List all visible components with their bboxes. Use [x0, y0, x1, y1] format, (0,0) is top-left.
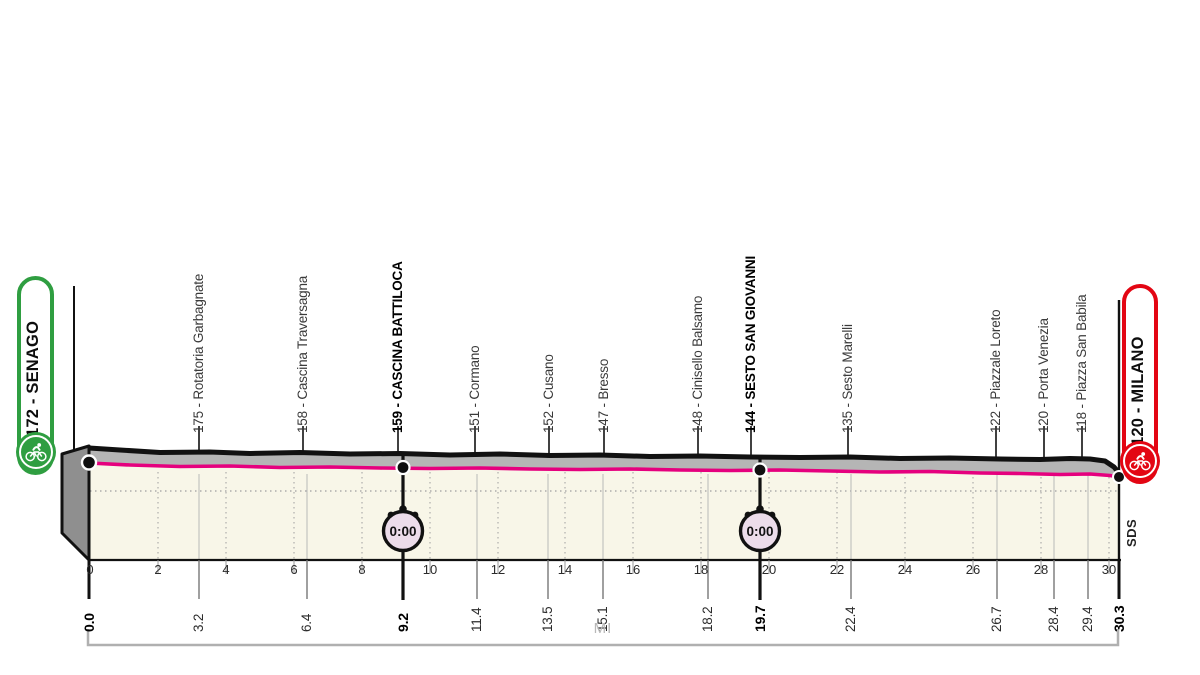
- waypoint-label: 158 - Cascina Traversagna: [295, 275, 310, 433]
- waypoint-label: 152 - Cusano: [541, 354, 556, 433]
- axis-ticks: [157, 560, 1110, 574]
- stopwatch-icon: 0:00: [381, 505, 425, 553]
- stopwatch-icon: 0:00: [738, 505, 782, 553]
- profile-3d-side: [60, 444, 91, 562]
- cyclist-icon: [24, 443, 47, 462]
- plot-area-fill: [89, 463, 1119, 560]
- cyclist-icon: [1129, 452, 1151, 471]
- waypoint-top-ticks: [198, 426, 1083, 458]
- axis-tick-label: 2: [154, 562, 162, 577]
- waypoint-km-label: 9.2: [395, 613, 411, 632]
- waypoint-label: 159 - CASCINA BATTILOCA: [390, 261, 405, 433]
- waypoint-km-label: 6.4: [299, 613, 314, 632]
- finish-city-label: 120 - MILANO: [1129, 336, 1147, 446]
- waypoint-axis-lines: [198, 560, 1089, 599]
- pink-profile-line: [87, 461, 1121, 479]
- waypoint-km-label: 19.7: [752, 605, 768, 632]
- timing-brand-label: SDS: [1124, 518, 1139, 547]
- waypoint-km-label: 0.0: [81, 613, 97, 632]
- waypoint-label: 118 - Piazza San Babila: [1074, 294, 1089, 434]
- waypoint-label: 122 - Piazzale Loreto: [988, 309, 1003, 433]
- axis-tick-label: 6: [290, 562, 298, 577]
- waypoint-label: 135 - Sesto Marelli: [840, 324, 855, 433]
- waypoint-km-label: 13.5: [540, 606, 555, 632]
- waypoint-km-label: 18.2: [700, 606, 715, 632]
- axis-tick-label: 12: [490, 562, 506, 577]
- waypoint-gridlines: [198, 474, 1089, 559]
- start-cyclist-badge: [18, 435, 53, 469]
- waypoint-km-label: 30.3: [1111, 605, 1127, 632]
- axis-tick-label: 18: [693, 562, 709, 577]
- axis-tick-label: 24: [897, 562, 913, 577]
- axis-tick-label: 20: [761, 562, 777, 577]
- checkpoint-dot: [752, 462, 768, 478]
- axis-tick-label: 10: [422, 562, 438, 577]
- key-waypoint-axis-lines: [87, 556, 1121, 599]
- finish-cyclist-badge: [1123, 444, 1157, 478]
- waypoint-km-label: 11.4: [469, 607, 484, 632]
- waypoint-km-label: 22.4: [843, 606, 858, 632]
- waypoint-label: 175 - Rotatoria Garbagnate: [191, 273, 206, 433]
- axis-tick-label: 26: [965, 562, 981, 577]
- axis-tick-label: 0: [86, 562, 94, 577]
- start-city-label: 172 - SENAGO: [24, 320, 42, 437]
- axis-tick-label: 28: [1033, 562, 1049, 577]
- waypoint-km-label: 29.4: [1080, 606, 1095, 632]
- axis-tick-label: 4: [222, 562, 230, 577]
- start-city-badge: 172 - SENAGO: [17, 276, 54, 475]
- waypoint-label: 120 - Porta Venezia: [1036, 318, 1051, 433]
- waypoint-label: 151 - Cormano: [467, 345, 482, 433]
- distance-bracket: [86, 629, 1120, 647]
- axis-tick-label: 30: [1101, 562, 1117, 577]
- axis-tick-label: 8: [358, 562, 366, 577]
- waypoint-label: 148 - Cinisello Balsamo: [690, 295, 705, 433]
- elevation-profile-line: [86, 445, 1122, 476]
- axis-tick-label: 22: [829, 562, 845, 577]
- start-dot: [80, 454, 98, 471]
- checkpoint-time: 0:00: [389, 524, 416, 539]
- checkpoint-time: 0:00: [746, 524, 773, 539]
- finish-city-badge: 120 - MILANO: [1122, 284, 1158, 484]
- checkpoint-dot: [395, 459, 411, 476]
- waypoint-label: 147 - Bresso: [596, 358, 611, 433]
- waypoint-km-label: 28.4: [1046, 606, 1061, 632]
- waypoint-km-label: 3.2: [191, 613, 206, 632]
- waypoint-label: 144 - SESTO SAN GIOVANNI: [743, 256, 758, 433]
- axis-tick-label: 14: [557, 562, 573, 577]
- axis-tick-label: 16: [625, 562, 641, 577]
- waypoint-km-label: 26.7: [989, 606, 1004, 632]
- distance-unit-label: MI: [593, 620, 613, 637]
